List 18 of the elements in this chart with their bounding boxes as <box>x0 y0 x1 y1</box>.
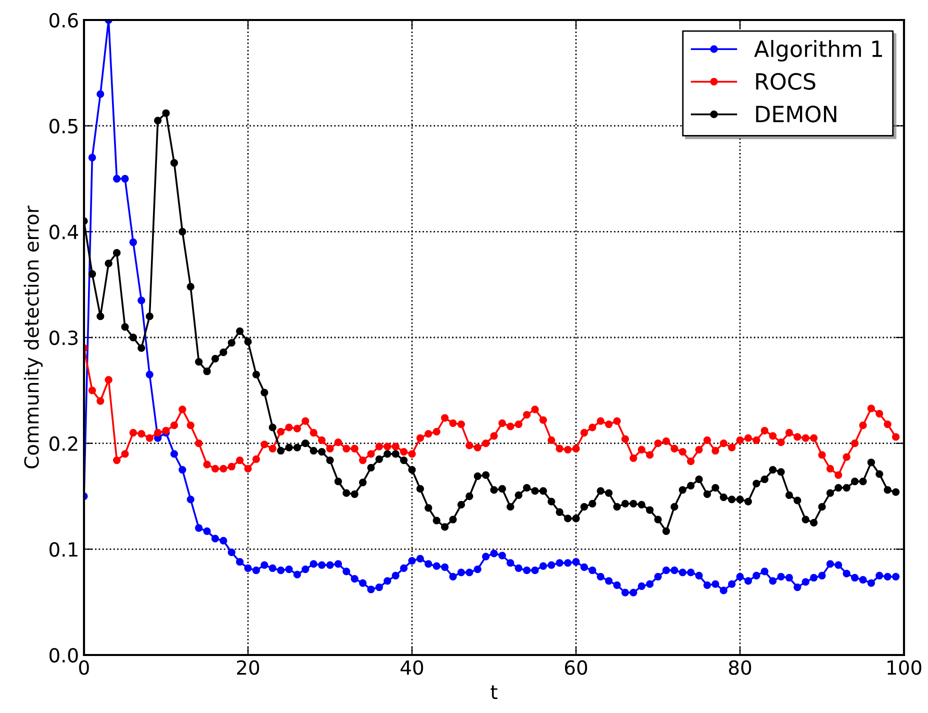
y-tick-label: 0.3 <box>50 330 78 346</box>
x-tick-label: 40 <box>400 660 424 675</box>
x-tick-label: 100 <box>888 660 922 675</box>
y-tick-label: 0.5 <box>50 118 78 134</box>
y-tick-label: 0.4 <box>50 224 78 240</box>
x-axis-title: t <box>490 685 498 700</box>
legend-label: DEMON <box>756 106 836 122</box>
x-tick-label: 60 <box>564 660 588 675</box>
x-tick-label: 80 <box>728 660 752 675</box>
legend-label: Algorithm 1 <box>754 40 882 62</box>
y-tick-label: 0.0 <box>50 648 78 663</box>
y-tick-label: 0.2 <box>50 436 78 451</box>
y-tick-label: 0.1 <box>50 542 78 557</box>
x-tick-label: 20 <box>237 660 260 675</box>
y-tick-label: 0.6 <box>50 12 78 28</box>
legend-label: ROCS <box>756 73 816 90</box>
y-axis-title: Community detection error <box>24 206 43 468</box>
x-tick-label: 0 <box>79 660 89 675</box>
